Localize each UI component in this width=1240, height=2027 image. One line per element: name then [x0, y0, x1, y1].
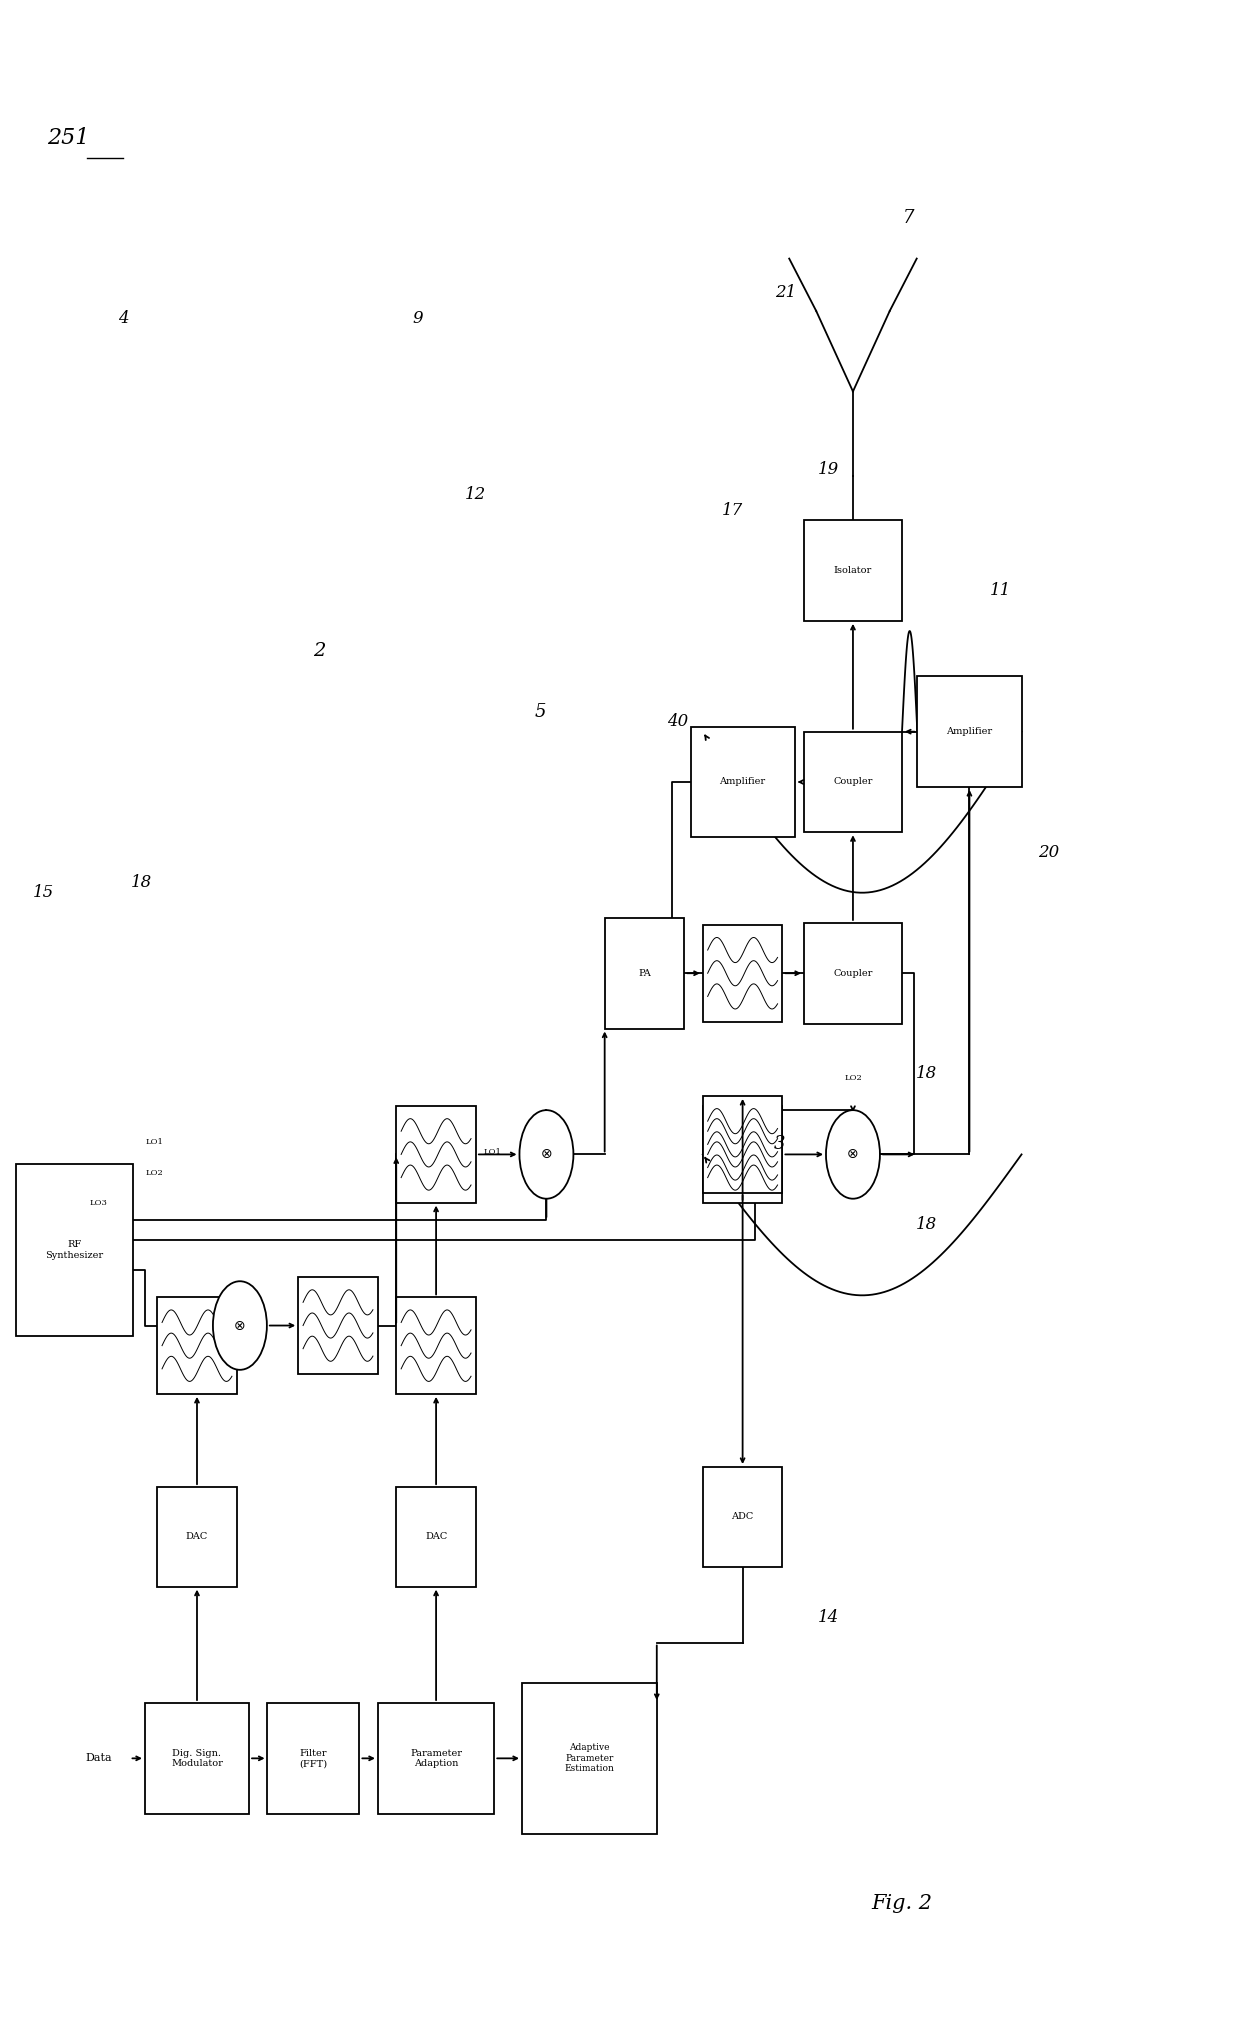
Bar [522, 1682, 657, 1834]
Text: 11: 11 [990, 582, 1011, 600]
Text: 15: 15 [33, 884, 55, 902]
Text: DAC: DAC [186, 1532, 208, 1541]
Text: Amplifier: Amplifier [946, 728, 992, 736]
Text: ⊗: ⊗ [541, 1147, 552, 1161]
Bar [918, 677, 1022, 786]
Text: Coupler: Coupler [833, 969, 873, 977]
Bar [268, 1703, 360, 1814]
Text: Dig. Sign.
Modulator: Dig. Sign. Modulator [171, 1749, 223, 1768]
Text: 5: 5 [534, 703, 546, 720]
Text: 14: 14 [818, 1609, 839, 1626]
Text: Fig. 2: Fig. 2 [872, 1895, 932, 1913]
Text: LO2: LO2 [145, 1168, 162, 1176]
Circle shape [826, 1111, 880, 1198]
Text: Adaptive
Parameter
Estimation: Adaptive Parameter Estimation [564, 1743, 614, 1774]
Text: ⊗: ⊗ [234, 1318, 246, 1332]
Text: RF
Synthesizer: RF Synthesizer [46, 1241, 103, 1259]
Text: LO1: LO1 [484, 1149, 501, 1157]
Text: LO2: LO2 [844, 1074, 862, 1082]
Text: 3: 3 [774, 1135, 785, 1153]
Text: 17: 17 [722, 503, 744, 519]
Bar [157, 1297, 237, 1395]
Bar [804, 521, 901, 620]
Text: 21: 21 [775, 284, 796, 302]
Bar [804, 922, 901, 1024]
Bar [703, 1468, 782, 1567]
Text: Data: Data [86, 1753, 112, 1763]
Text: 12: 12 [465, 486, 486, 503]
Text: ADC: ADC [732, 1512, 754, 1522]
Bar [691, 726, 795, 837]
Bar [145, 1703, 249, 1814]
Text: 9: 9 [413, 310, 423, 328]
Text: Isolator: Isolator [833, 566, 872, 576]
Bar [397, 1297, 476, 1395]
Circle shape [213, 1281, 267, 1370]
Bar [397, 1107, 476, 1202]
Text: Amplifier: Amplifier [719, 778, 765, 786]
Bar [397, 1488, 476, 1587]
Text: 251: 251 [47, 128, 89, 148]
Text: 18: 18 [916, 1066, 937, 1082]
Text: 4: 4 [118, 310, 129, 328]
Bar [378, 1703, 495, 1814]
Text: DAC: DAC [425, 1532, 448, 1541]
Bar [703, 924, 782, 1022]
Bar [804, 732, 901, 833]
Text: 18: 18 [131, 874, 153, 892]
Text: Parameter
Adaption: Parameter Adaption [410, 1749, 463, 1768]
Text: LO1: LO1 [145, 1139, 162, 1147]
Text: PA: PA [639, 969, 651, 977]
Text: ⊗: ⊗ [847, 1147, 859, 1161]
Bar [703, 1107, 782, 1202]
Circle shape [520, 1111, 573, 1198]
Text: 18: 18 [916, 1216, 937, 1232]
Bar [298, 1277, 378, 1374]
Text: 40: 40 [667, 714, 688, 730]
Bar [605, 918, 684, 1028]
Text: 2: 2 [314, 643, 326, 661]
Text: 19: 19 [818, 462, 839, 478]
Text: 20: 20 [1039, 843, 1060, 861]
Text: Coupler: Coupler [833, 778, 873, 786]
Bar [157, 1488, 237, 1587]
Text: LO3: LO3 [91, 1198, 108, 1206]
Bar [16, 1163, 133, 1336]
Bar [703, 1097, 782, 1192]
Text: Filter
(FFT): Filter (FFT) [299, 1749, 327, 1768]
Text: 7: 7 [903, 209, 914, 227]
